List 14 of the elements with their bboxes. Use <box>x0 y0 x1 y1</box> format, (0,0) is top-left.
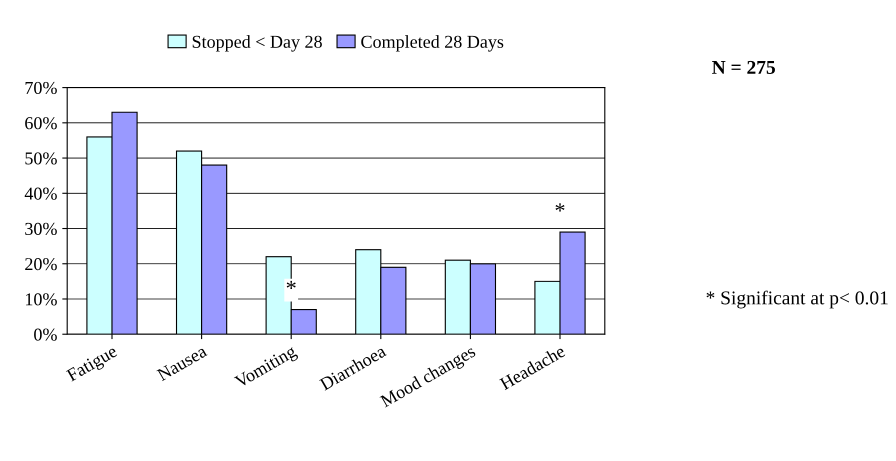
annotation: * <box>286 280 296 290</box>
y-tick-label: 30% <box>25 222 57 236</box>
y-tick-label: 10% <box>26 293 57 306</box>
y-tick-label: 60% <box>25 117 57 130</box>
text: * Significant at p< 0.01 <box>706 290 888 308</box>
y-tick-label: 50% <box>25 152 57 165</box>
y-tick-label: 40% <box>24 188 57 200</box>
legend-label: Stopped < Day 28 <box>192 35 322 52</box>
y-tick-label: 0% <box>34 328 57 341</box>
y-tick-label: 20% <box>25 258 57 270</box>
legend-label: Completed 28 Days <box>361 35 504 52</box>
annotation: * <box>556 203 564 212</box>
text: N = 275 <box>712 60 775 74</box>
y-tick-label: 70% <box>26 82 57 94</box>
